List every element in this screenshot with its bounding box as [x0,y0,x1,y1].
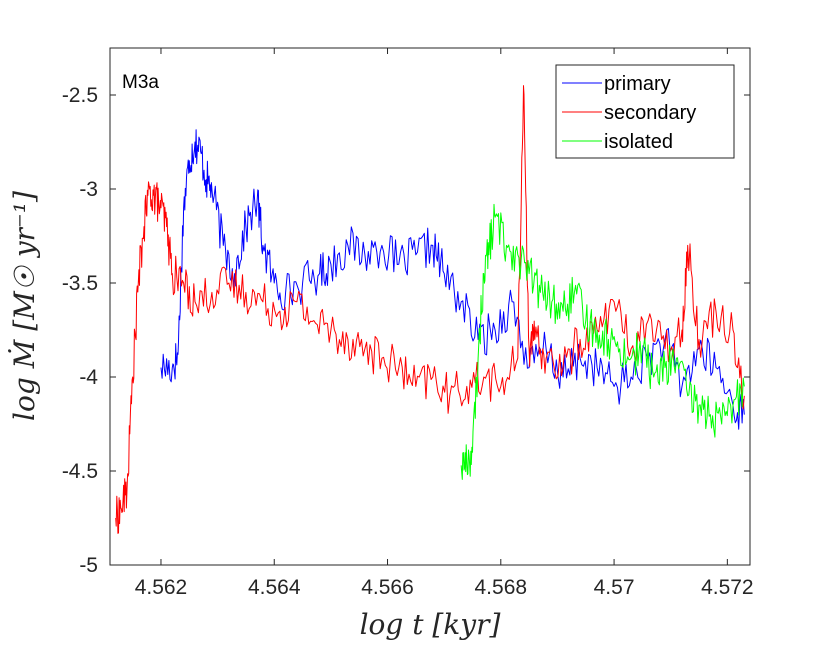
x-tick-label: 4.57 [594,576,635,599]
panel-label: M3a [122,72,159,93]
series-line-isolated [460,203,745,480]
series-line-primary [160,129,745,430]
y-tick-label: -2.5 [62,84,98,107]
y-tick-label: -5 [79,554,98,577]
legend-label-primary: primary [604,73,671,95]
series-line-secondary [115,85,745,534]
x-tick-label: 4.566 [361,576,414,599]
x-axis-title: log t [kyr] [360,608,501,641]
x-tick-label: 4.562 [135,576,188,599]
legend-label-secondary: secondary [604,102,696,124]
y-axis-title: log Ṁ [M☉ yr⁻¹] [8,191,41,421]
x-tick-label: 4.564 [248,576,301,599]
y-tick-label: -4.5 [62,460,98,483]
y-tick-label: -3 [79,178,98,201]
y-tick-label: -4 [79,366,98,389]
series-layer [115,85,745,534]
y-tick-label: -3.5 [62,272,98,295]
x-tick-label: 4.572 [701,576,754,599]
legend-label-isolated: isolated [604,131,673,153]
tick-layer: 4.562 4.564 4.566 4.568 4.57 4.572 -5 -4.5 -4 -3.… [62,48,754,599]
legend: primary secondary isolated [555,64,735,159]
x-tick-label: 4.568 [475,576,528,599]
